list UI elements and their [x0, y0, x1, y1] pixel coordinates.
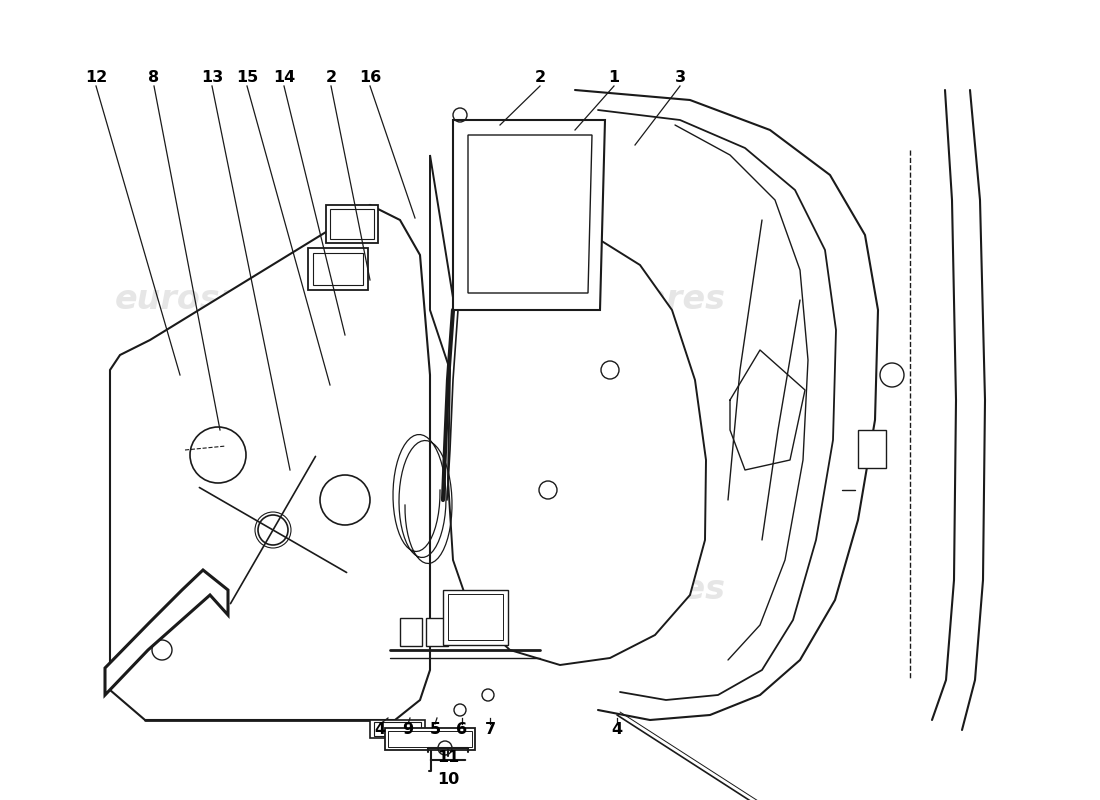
Bar: [308, 248, 369, 290]
Text: 7: 7: [484, 722, 496, 738]
Text: 2: 2: [326, 70, 337, 86]
Text: 9: 9: [403, 722, 414, 738]
Bar: [370, 720, 425, 738]
Text: 6: 6: [456, 722, 468, 738]
Bar: [385, 728, 475, 750]
Bar: [388, 731, 472, 747]
Polygon shape: [453, 120, 605, 310]
Bar: [443, 590, 508, 645]
Text: 12: 12: [85, 70, 107, 86]
Text: 4: 4: [374, 722, 386, 738]
Bar: [330, 209, 374, 239]
Polygon shape: [430, 155, 706, 665]
Bar: [374, 722, 421, 736]
Text: 3: 3: [674, 70, 685, 86]
Text: 5: 5: [429, 722, 441, 738]
Text: 10: 10: [437, 773, 459, 787]
Text: 8: 8: [148, 70, 159, 86]
Bar: [326, 205, 378, 243]
Text: 14: 14: [273, 70, 295, 86]
Bar: [426, 618, 448, 646]
Bar: [858, 430, 886, 468]
Bar: [448, 594, 503, 640]
Polygon shape: [110, 205, 430, 720]
Text: 16: 16: [359, 70, 381, 86]
Bar: [314, 253, 363, 285]
Text: 2: 2: [535, 70, 546, 86]
Bar: [400, 618, 422, 646]
Text: eurospares: eurospares: [114, 283, 326, 317]
Text: 15: 15: [235, 70, 258, 86]
Text: 11: 11: [437, 750, 459, 766]
Text: eurospares: eurospares: [515, 574, 726, 606]
Text: 4: 4: [612, 722, 623, 738]
Polygon shape: [104, 570, 228, 695]
Text: 13: 13: [201, 70, 223, 86]
Text: eurospares: eurospares: [515, 283, 726, 317]
Text: 1: 1: [608, 70, 619, 86]
Text: eurospares: eurospares: [114, 574, 326, 606]
